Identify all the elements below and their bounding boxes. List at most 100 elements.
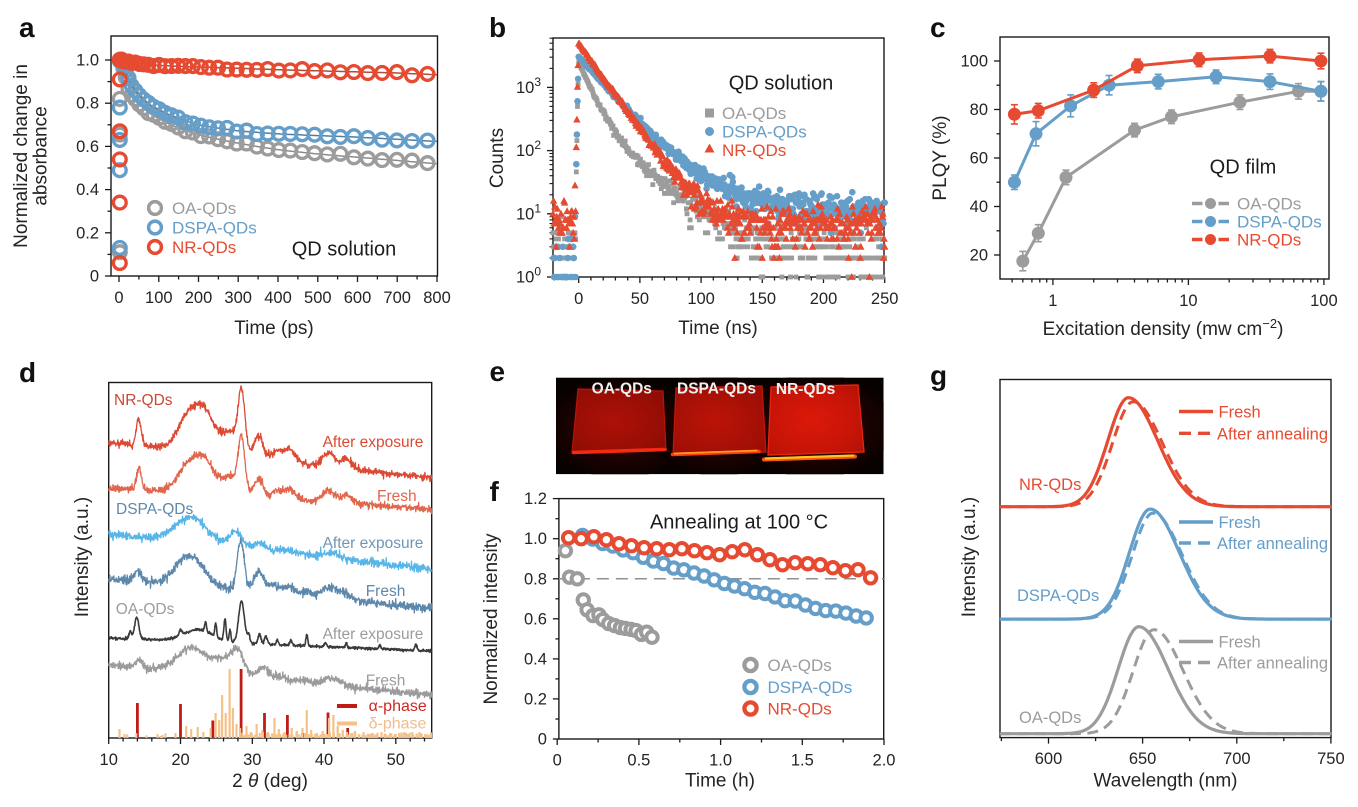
svg-text:c: c — [930, 12, 946, 43]
svg-text:400: 400 — [264, 289, 292, 307]
svg-text:DSPA-QDs: DSPA-QDs — [1237, 213, 1322, 232]
svg-text:Counts: Counts — [487, 128, 508, 188]
svg-text:0: 0 — [114, 289, 123, 307]
svg-text:700: 700 — [383, 289, 411, 307]
svg-text:1: 1 — [1048, 292, 1057, 310]
svg-text:150: 150 — [749, 290, 777, 308]
svg-text:50: 50 — [631, 290, 649, 308]
svg-text:0.4: 0.4 — [76, 181, 99, 199]
svg-text:800: 800 — [423, 289, 451, 307]
svg-text:0.2: 0.2 — [524, 690, 547, 708]
svg-text:Time (ps): Time (ps) — [234, 318, 314, 339]
svg-text:1.0: 1.0 — [76, 52, 99, 70]
svg-text:20: 20 — [970, 247, 988, 265]
svg-text:0.6: 0.6 — [524, 610, 547, 628]
svg-text:Normalized change in: Normalized change in — [11, 64, 32, 248]
svg-text:α-phase: α-phase — [369, 698, 427, 715]
svg-text:NR-QDs: NR-QDs — [114, 392, 173, 409]
svg-text:650: 650 — [1129, 750, 1157, 768]
svg-text:DSPA-QDs: DSPA-QDs — [1017, 587, 1099, 605]
svg-text:100: 100 — [687, 290, 715, 308]
svg-text:f: f — [490, 476, 500, 507]
svg-text:300: 300 — [224, 289, 252, 307]
svg-text:NR-QDs: NR-QDs — [776, 381, 835, 398]
svg-text:10: 10 — [1179, 292, 1197, 310]
svg-text:600: 600 — [344, 289, 372, 307]
svg-text:2 θ (deg): 2 θ (deg) — [232, 771, 308, 792]
svg-text:After annealing: After annealing — [1217, 655, 1328, 673]
svg-text:absorbance: absorbance — [31, 106, 52, 205]
svg-text:1.0: 1.0 — [709, 752, 732, 770]
svg-text:d: d — [19, 357, 36, 388]
svg-text:OA-QDs: OA-QDs — [592, 381, 652, 398]
svg-text:0.5: 0.5 — [627, 752, 650, 770]
svg-text:QD solution: QD solution — [729, 73, 834, 95]
svg-text:200: 200 — [810, 290, 838, 308]
svg-text:a: a — [19, 12, 35, 43]
svg-text:40: 40 — [970, 198, 988, 216]
svg-text:Fresh: Fresh — [1219, 404, 1261, 422]
svg-text:QD film: QD film — [1210, 157, 1277, 179]
svg-text:750: 750 — [1317, 750, 1345, 768]
svg-text:DSPA-QDs: DSPA-QDs — [116, 501, 193, 518]
svg-text:DSPA-QDs: DSPA-QDs — [172, 219, 257, 238]
svg-text:Annealing at 100 °C: Annealing at 100 °C — [650, 512, 828, 534]
svg-text:2.0: 2.0 — [873, 752, 896, 770]
svg-text:101: 101 — [516, 201, 541, 223]
svg-text:40: 40 — [315, 751, 333, 769]
svg-text:700: 700 — [1223, 750, 1251, 768]
svg-text:Fresh: Fresh — [1219, 514, 1261, 532]
svg-text:0.2: 0.2 — [76, 224, 99, 242]
svg-text:1.5: 1.5 — [791, 752, 814, 770]
svg-text:NR-QDs: NR-QDs — [1237, 231, 1301, 250]
svg-text:After exposure: After exposure — [323, 626, 424, 643]
svg-text:OA-QDs: OA-QDs — [1019, 709, 1081, 727]
svg-text:OA-QDs: OA-QDs — [116, 601, 175, 618]
svg-text:NR-QDs: NR-QDs — [1019, 476, 1081, 494]
svg-text:g: g — [930, 360, 947, 391]
svg-text:NR-QDs: NR-QDs — [172, 238, 236, 257]
svg-text:60: 60 — [970, 150, 988, 168]
svg-text:103: 103 — [516, 75, 541, 97]
svg-text:Intensity (a.u.): Intensity (a.u.) — [72, 497, 93, 617]
svg-text:0: 0 — [538, 731, 547, 749]
svg-text:100: 100 — [516, 265, 541, 287]
svg-text:PLQY (%): PLQY (%) — [930, 115, 951, 200]
svg-text:0.4: 0.4 — [524, 650, 547, 668]
svg-text:Fresh: Fresh — [366, 583, 406, 600]
svg-text:20: 20 — [171, 751, 189, 769]
svg-text:1.0: 1.0 — [524, 530, 547, 548]
svg-text:200: 200 — [185, 289, 213, 307]
svg-text:100: 100 — [960, 53, 988, 71]
svg-text:500: 500 — [304, 289, 332, 307]
svg-text:1.2: 1.2 — [524, 490, 547, 508]
svg-text:30: 30 — [243, 751, 261, 769]
svg-text:10: 10 — [100, 751, 118, 769]
svg-text:OA-QDs: OA-QDs — [768, 656, 832, 675]
svg-text:OA-QDs: OA-QDs — [1237, 195, 1301, 214]
svg-text:e: e — [490, 356, 506, 387]
svg-text:Fresh: Fresh — [1219, 634, 1261, 652]
svg-text:50: 50 — [387, 751, 405, 769]
svg-text:b: b — [489, 12, 506, 43]
svg-text:102: 102 — [516, 138, 541, 160]
svg-text:δ-phase: δ-phase — [369, 716, 427, 733]
svg-text:0: 0 — [574, 290, 583, 308]
svg-text:Intensity (a.u.): Intensity (a.u.) — [959, 497, 980, 617]
svg-text:Excitation density (mw cm−2): Excitation density (mw cm−2) — [1043, 316, 1284, 340]
svg-text:NR-QDs: NR-QDs — [722, 141, 786, 160]
svg-text:DSPA-QDs: DSPA-QDs — [677, 381, 756, 398]
svg-text:DSPA-QDs: DSPA-QDs — [768, 678, 853, 697]
svg-text:Fresh: Fresh — [377, 488, 417, 505]
svg-text:0.6: 0.6 — [76, 138, 99, 156]
svg-text:Time (h): Time (h) — [685, 771, 755, 792]
svg-text:OA-QDs: OA-QDs — [172, 199, 236, 218]
svg-text:100: 100 — [145, 289, 173, 307]
svg-text:Normalized intensity: Normalized intensity — [481, 533, 502, 705]
svg-text:Wavelength (nm): Wavelength (nm) — [1094, 771, 1238, 792]
svg-text:After exposure: After exposure — [323, 434, 424, 451]
svg-text:0.8: 0.8 — [76, 95, 99, 113]
svg-text:250: 250 — [871, 290, 899, 308]
svg-text:QD solution: QD solution — [292, 239, 397, 261]
svg-text:600: 600 — [1035, 750, 1063, 768]
